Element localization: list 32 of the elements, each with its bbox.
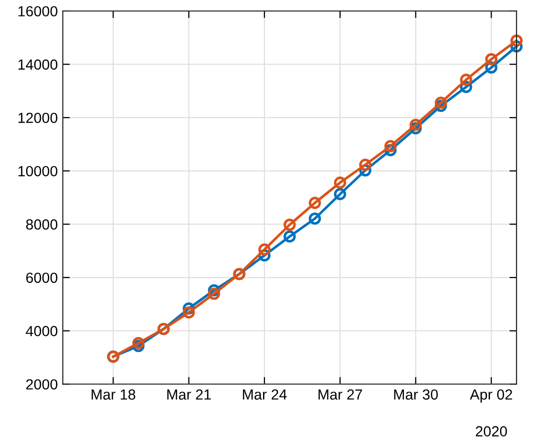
point [258,243,271,256]
point [510,34,523,47]
point [460,74,472,86]
point [334,176,346,189]
point [284,218,296,231]
x-tick-label: Mar 27 [318,389,362,400]
y-tick-label: 8000 [26,219,58,230]
point [359,158,372,171]
y-tick-label: 4000 [26,326,58,336]
x-tick-label: Mar 18 [92,389,136,400]
point [485,53,498,66]
point [208,288,220,300]
point [132,336,145,350]
y-tick-label: 14000 [18,59,58,70]
x-tick-label: Apr 02 [470,389,512,403]
point [334,188,346,200]
y-tick-label: 10000 [18,166,58,176]
point [182,306,195,319]
x-tick-label: Mar 24 [242,389,287,400]
point [384,140,397,152]
y-tick-label: 12000 [18,112,58,124]
y-tick-label: 2000 [26,379,58,390]
x-tick-label: Mar 21 [167,389,211,400]
x-tick-label: Mar 30 [394,389,438,400]
point [308,212,321,225]
point [308,196,321,209]
point [434,96,448,109]
point [284,230,296,243]
text: 2020 [476,426,507,436]
y-tick-label: 6000 [26,272,58,283]
point [410,118,422,131]
y-tick-label: 16000 [18,6,58,16]
